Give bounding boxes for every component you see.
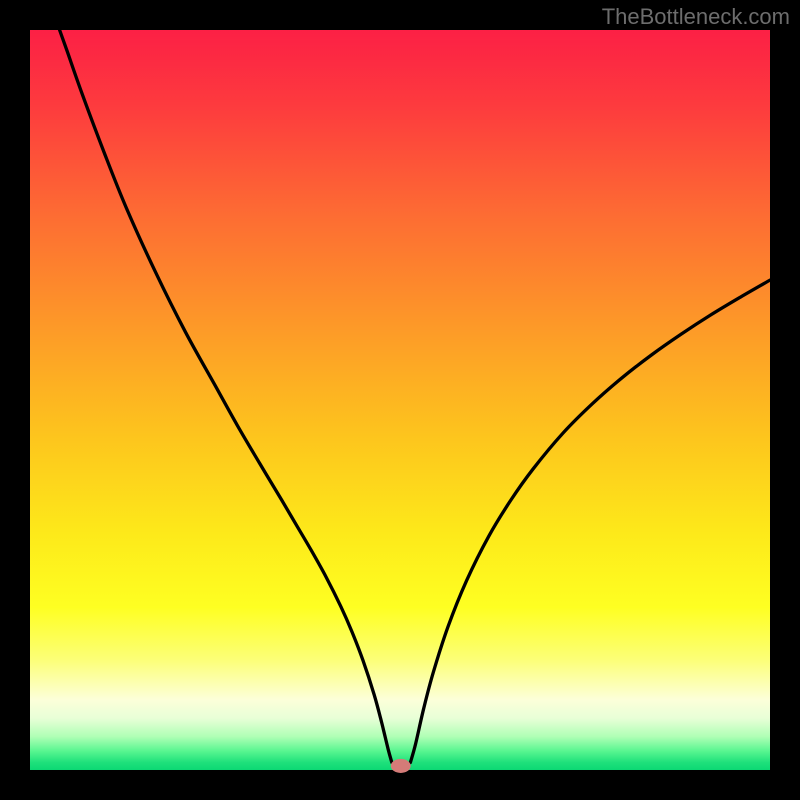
chart-svg <box>0 0 800 800</box>
plot-background <box>30 30 770 770</box>
bottleneck-marker <box>391 759 411 773</box>
chart-container: TheBottleneck.com <box>0 0 800 800</box>
